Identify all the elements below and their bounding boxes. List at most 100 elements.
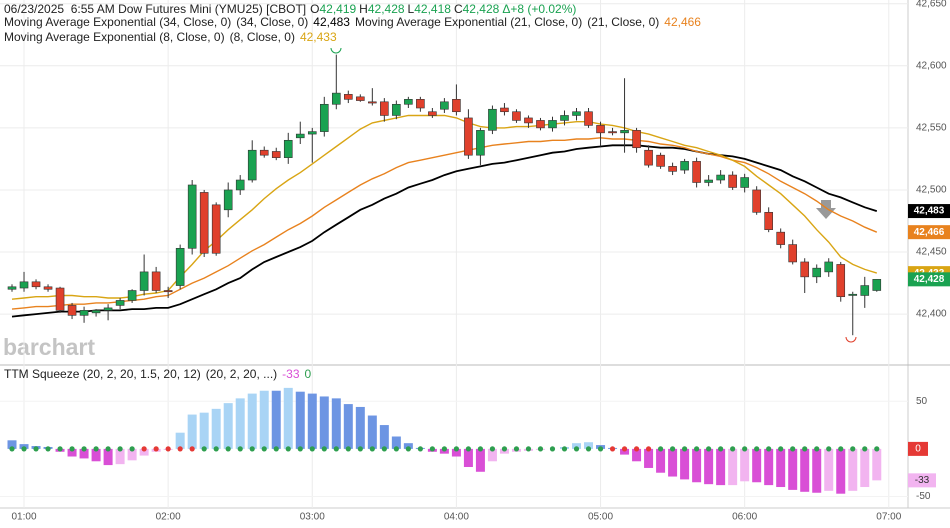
squeeze-dot xyxy=(33,446,39,452)
candle-body xyxy=(271,151,281,158)
y-tick-label: 42,450 xyxy=(916,247,947,258)
y-tick-label: 42,550 xyxy=(916,123,947,134)
squeeze-dot xyxy=(357,446,363,452)
histogram-bar xyxy=(187,414,197,449)
legend-params: (21, Close, 0) xyxy=(587,15,659,29)
candle-body xyxy=(163,290,173,293)
candle-body xyxy=(7,286,17,290)
squeeze-dot xyxy=(694,446,700,452)
histogram-bar xyxy=(67,448,77,457)
squeeze-dot xyxy=(525,446,532,452)
candle-body xyxy=(428,111,437,116)
squeeze-dot xyxy=(477,446,484,452)
candle-body xyxy=(752,189,761,213)
histogram-bar xyxy=(139,448,149,456)
squeeze-dot xyxy=(189,446,195,452)
low-marker xyxy=(845,336,857,343)
legend-value: 42,466 xyxy=(664,15,701,29)
squeeze-dot xyxy=(309,446,315,452)
squeeze-dot xyxy=(814,446,820,452)
candle-body xyxy=(67,305,77,316)
histogram-bar xyxy=(319,396,329,449)
histogram-bar xyxy=(259,390,269,449)
ema-line xyxy=(11,144,878,318)
candle-body xyxy=(632,130,641,149)
plot: 42,650 42,600 42,550 42,500 42,450 42,400 01:0… xyxy=(7,0,950,523)
candle-body xyxy=(680,161,689,171)
squeeze-dot xyxy=(141,446,147,452)
histogram-bar xyxy=(728,448,738,486)
candle-body xyxy=(295,133,305,139)
candle-body xyxy=(55,287,65,311)
candle-body xyxy=(115,300,125,306)
squeeze-dot xyxy=(645,446,652,452)
squeeze-dot xyxy=(742,446,748,452)
y-tick-label: 42,600 xyxy=(916,60,947,71)
quote-label: H xyxy=(359,2,368,16)
squeeze-dot xyxy=(790,446,796,452)
squeeze-dot xyxy=(393,446,399,452)
high-marker xyxy=(330,47,342,54)
squeeze-dot xyxy=(850,446,856,452)
header-line: 06/23/2025 6:55 AM Dow Futures Mini (YMU… xyxy=(4,2,576,16)
candle-body xyxy=(31,281,41,288)
candle-body xyxy=(127,290,137,301)
candle-body xyxy=(199,192,209,254)
histogram-bar xyxy=(704,448,714,485)
candle-body xyxy=(824,261,834,273)
legend-line: Moving Average Exponential (8, Close, 0)… xyxy=(4,30,337,44)
candle-body xyxy=(416,99,425,109)
candle-body xyxy=(608,131,617,134)
candle-body xyxy=(704,179,713,183)
histogram-bar xyxy=(355,406,365,449)
squeeze-dot xyxy=(682,446,688,452)
histogram-bar xyxy=(79,448,89,459)
squeeze-dot xyxy=(201,446,207,452)
last-price-label: 42,428 xyxy=(914,274,945,285)
candle-body xyxy=(79,310,89,316)
value-box xyxy=(908,441,928,456)
candle-body xyxy=(548,120,557,129)
legend-value: 42,433 xyxy=(300,30,337,44)
value-box-label: 42,483 xyxy=(914,206,945,217)
histogram-bar xyxy=(584,442,594,449)
squeeze-dot xyxy=(285,446,291,452)
candle-body xyxy=(151,271,161,291)
squeeze-dot xyxy=(609,446,616,452)
candle-body xyxy=(512,111,521,121)
squeeze-dot xyxy=(45,446,51,452)
legend-params: (34, Close, 0) xyxy=(236,15,308,29)
candle-body xyxy=(500,107,509,113)
histogram-bar xyxy=(764,448,774,486)
histogram-bar xyxy=(872,448,882,481)
candle-body xyxy=(476,130,485,156)
candle-body xyxy=(800,261,810,278)
candle-body xyxy=(440,101,449,110)
candle-body xyxy=(175,247,185,286)
squeeze-dot xyxy=(513,446,520,452)
x-tick-label: 07:00 xyxy=(876,512,901,523)
legend-name: Moving Average Exponential (8, Close, 0) xyxy=(4,30,225,44)
x-tick-label: 03:00 xyxy=(300,512,325,523)
squeeze-dot xyxy=(165,446,171,452)
candle-body xyxy=(319,103,329,132)
histogram-bar xyxy=(403,443,413,449)
histogram-bar xyxy=(295,391,305,449)
legend-line: Moving Average Exponential (34, Close, 0… xyxy=(4,15,701,29)
candle-body xyxy=(596,125,605,134)
histogram-bar xyxy=(716,448,726,486)
squeeze-dot xyxy=(57,446,63,452)
value-box-label: 0 xyxy=(915,444,921,455)
candle-body xyxy=(836,264,846,298)
quote-value: 42,428 xyxy=(368,2,405,16)
squeeze-dot xyxy=(429,446,435,452)
squeeze-dot xyxy=(633,446,640,452)
histogram-bar xyxy=(668,448,678,477)
histogram-bar xyxy=(379,425,389,449)
squeeze-dot xyxy=(489,446,496,452)
x-tick-label: 05:00 xyxy=(588,512,613,523)
ema-line xyxy=(11,114,878,300)
histogram-bar xyxy=(175,432,185,449)
histogram-bar xyxy=(740,448,750,482)
value-box xyxy=(908,473,936,488)
